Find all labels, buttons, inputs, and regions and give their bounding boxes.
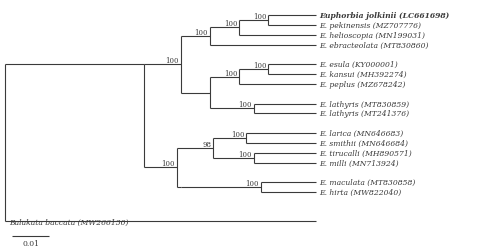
Text: E. maculata (MT830858): E. maculata (MT830858): [320, 178, 416, 186]
Text: 100: 100: [253, 13, 266, 21]
Text: E. smithii (MN646684): E. smithii (MN646684): [320, 139, 408, 147]
Text: 100: 100: [253, 62, 266, 70]
Text: E. ebracteolata (MT830860): E. ebracteolata (MT830860): [320, 42, 429, 50]
Text: E. peplus (MZ678242): E. peplus (MZ678242): [320, 80, 406, 88]
Text: E. hirta (MW822040): E. hirta (MW822040): [320, 188, 402, 196]
Text: 100: 100: [246, 179, 259, 187]
Text: E. kansui (MH392274): E. kansui (MH392274): [320, 71, 407, 79]
Text: E. pekinensis (MZ707776): E. pekinensis (MZ707776): [320, 22, 422, 30]
Text: E. lathyris (MT830859): E. lathyris (MT830859): [320, 100, 410, 108]
Text: E. lathyris (MT241376): E. lathyris (MT241376): [320, 110, 410, 118]
Text: Balakata baccata (MW266130): Balakata baccata (MW266130): [8, 218, 128, 226]
Text: 100: 100: [224, 20, 237, 28]
Text: 100: 100: [162, 160, 175, 168]
Text: E. milli (MN713924): E. milli (MN713924): [320, 159, 399, 167]
Text: 100: 100: [238, 150, 252, 158]
Text: 100: 100: [238, 101, 252, 109]
Text: 100: 100: [165, 57, 178, 65]
Text: E. larica (MN646683): E. larica (MN646683): [320, 130, 404, 138]
Text: 100: 100: [194, 29, 208, 37]
Text: 0.01: 0.01: [22, 239, 39, 247]
Text: E. tirucalli (MH890571): E. tirucalli (MH890571): [320, 149, 412, 157]
Text: 100: 100: [224, 69, 237, 77]
Text: E. helioscopia (MN199031): E. helioscopia (MN199031): [320, 32, 426, 40]
Text: 100: 100: [231, 130, 244, 138]
Text: E. esula (KY000001): E. esula (KY000001): [320, 61, 398, 69]
Text: 98: 98: [202, 140, 211, 148]
Text: Euphorbia jolkinii (LC661698): Euphorbia jolkinii (LC661698): [320, 12, 450, 20]
